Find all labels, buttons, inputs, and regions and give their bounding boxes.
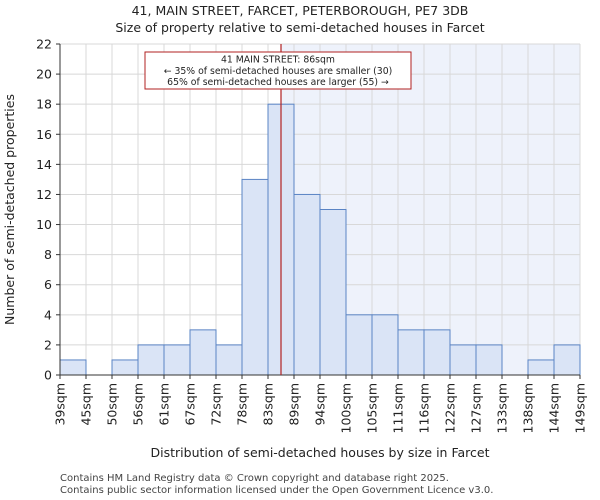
x-tick-label: 144sqm [547, 383, 562, 433]
x-tick-label: 105sqm [365, 383, 380, 433]
x-tick-label: 111sqm [391, 383, 406, 433]
x-tick-label: 50sqm [105, 383, 120, 426]
y-tick-label: 10 [36, 217, 52, 232]
annotation-line-1: 41 MAIN STREET: 86sqm [221, 55, 335, 66]
y-tick-label: 22 [36, 37, 52, 52]
annotation-box [144, 51, 412, 90]
annotation-line-3: 65% of semi-detached houses are larger (… [167, 77, 389, 88]
x-tick-label: 39sqm [53, 383, 68, 426]
histogram-bar [423, 329, 451, 376]
x-tick-label: 89sqm [287, 383, 302, 426]
y-axis-label: Number of semi-detached properties [2, 94, 17, 325]
histogram-bar [397, 329, 425, 376]
x-tick-label: 100sqm [339, 383, 354, 433]
histogram-bar [241, 178, 269, 376]
chart-title: 41, MAIN STREET, FARCET, PETERBOROUGH, P… [131, 3, 469, 18]
histogram-bar [345, 314, 373, 376]
x-tick-label: 56sqm [131, 383, 146, 426]
x-tick-label: 61sqm [157, 383, 172, 426]
y-tick-label: 6 [44, 277, 52, 292]
y-tick-label: 16 [36, 127, 52, 142]
y-tick-label: 8 [44, 247, 52, 262]
y-tick-label: 12 [36, 187, 52, 202]
histogram-bar [189, 329, 217, 376]
footer-line-2: Contains public sector information licen… [60, 485, 494, 496]
x-tick-label: 149sqm [573, 383, 588, 433]
x-tick-label: 83sqm [261, 383, 276, 426]
x-tick-label: 67sqm [183, 383, 198, 426]
x-tick-label: 94sqm [313, 383, 328, 426]
histogram-bar [319, 209, 347, 376]
y-tick-label: 0 [44, 368, 52, 383]
histogram-bar [527, 359, 555, 376]
x-tick-label: 72sqm [209, 383, 224, 426]
x-tick-label: 116sqm [417, 383, 432, 433]
y-tick-label: 4 [44, 307, 52, 322]
histogram-bar [137, 344, 165, 376]
x-tick-label: 138sqm [521, 383, 536, 433]
x-axis-label: Distribution of semi-detached houses by … [151, 445, 490, 460]
y-tick-label: 2 [44, 337, 52, 352]
x-tick-label: 122sqm [443, 383, 458, 433]
x-tick-label: 78sqm [235, 383, 250, 426]
histogram-bar [163, 344, 191, 376]
histogram-bar [111, 359, 139, 376]
histogram-chart: 0 2 4 6 8 10 12 14 16 18 20 22 39sqm 45sqm 50sqm 56sqm 6… [2, 37, 588, 461]
x-tick-label: 127sqm [469, 383, 484, 433]
histogram-bar [475, 344, 503, 376]
annotation-line-2: ← 35% of semi-detached houses are smalle… [164, 66, 393, 77]
x-tick-label: 45sqm [79, 383, 94, 426]
histogram-bar [215, 344, 243, 376]
histogram-bar [371, 314, 399, 376]
x-tick-label: 133sqm [495, 383, 510, 433]
y-tick-label: 14 [36, 157, 52, 172]
y-tick-label: 18 [36, 97, 52, 112]
histogram-bar [553, 344, 581, 376]
footer-line-1: Contains HM Land Registry data © Crown c… [60, 473, 449, 484]
histogram-bar [449, 344, 477, 376]
chart-subtitle: Size of property relative to semi-detach… [115, 20, 485, 35]
histogram-bar [293, 193, 321, 376]
histogram-bar [59, 359, 87, 376]
y-tick-label: 20 [36, 67, 52, 82]
